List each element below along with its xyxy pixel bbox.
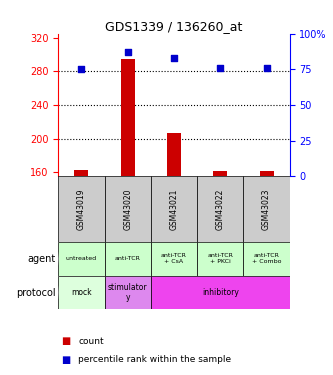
Text: agent: agent [28,254,56,264]
Bar [58,176,105,242]
Bar [75,170,88,176]
Bar [105,276,151,309]
Text: protocol: protocol [16,288,56,297]
Bar [260,171,273,176]
Polygon shape [57,252,58,266]
Bar [167,133,181,176]
Text: anti-TCR: anti-TCR [115,256,141,261]
Bar [243,176,290,242]
Point [218,65,223,71]
Bar [121,59,135,176]
Bar [243,242,290,276]
Text: GSM43019: GSM43019 [77,188,86,230]
Text: ■: ■ [62,355,71,365]
Bar [58,242,105,276]
Bar [151,242,197,276]
Bar [197,242,243,276]
Point [125,49,131,55]
Text: anti-TCR
+ PKCi: anti-TCR + PKCi [207,254,233,264]
Bar [197,176,243,242]
Text: count: count [78,337,104,346]
Title: GDS1339 / 136260_at: GDS1339 / 136260_at [105,20,243,33]
Polygon shape [57,286,58,299]
Point [264,65,269,71]
Bar [105,176,151,242]
Text: percentile rank within the sample: percentile rank within the sample [78,356,231,364]
Text: GSM43022: GSM43022 [216,188,225,230]
Bar [151,276,290,309]
Bar [213,171,227,176]
Text: ■: ■ [62,336,71,346]
Text: GSM43020: GSM43020 [123,188,132,230]
Point [79,66,84,72]
Text: anti-TCR
+ CsA: anti-TCR + CsA [161,254,187,264]
Text: GSM43023: GSM43023 [262,188,271,230]
Text: stimulator
y: stimulator y [108,283,148,302]
Text: anti-TCR
+ Combo: anti-TCR + Combo [252,254,281,264]
Text: GSM43021: GSM43021 [169,188,178,230]
Bar [105,242,151,276]
Text: inhibitory: inhibitory [202,288,239,297]
Point [171,55,176,61]
Bar [58,276,105,309]
Text: mock: mock [71,288,92,297]
Bar [151,176,197,242]
Text: untreated: untreated [66,256,97,261]
